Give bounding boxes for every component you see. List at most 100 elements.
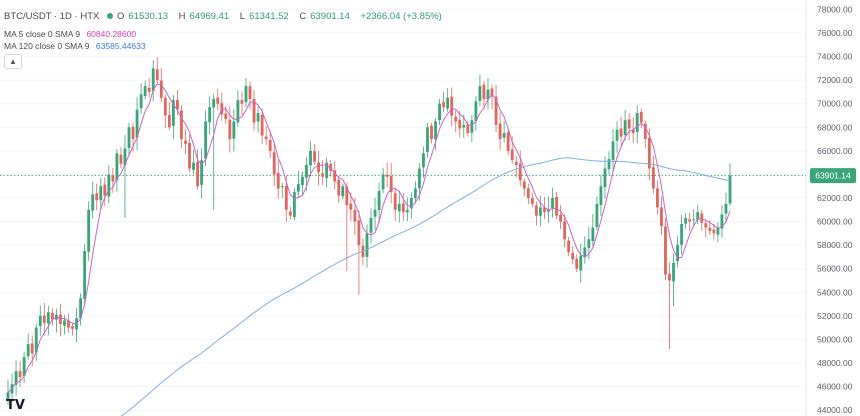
candle-body [720,214,724,229]
candle-body [547,209,550,212]
candle-body [454,116,458,122]
candle-body [232,121,236,139]
candle-body [6,392,10,399]
candle-body [458,119,462,129]
candle-body [660,207,663,227]
candle-body [357,220,361,246]
candle-body [369,218,373,233]
candle-body [236,100,240,123]
ma120-line [120,157,731,416]
candle-body [595,203,599,227]
candle-body [159,80,163,98]
price-tick-label: 68000.00 [817,122,853,132]
price-tick-label: 78000.00 [817,4,853,14]
candle-body [167,115,171,128]
candle-body [655,188,659,208]
candle-body [627,119,631,129]
tradingview-logo[interactable]: TV [6,398,25,413]
candle-body [526,188,530,198]
candle-body [103,184,107,196]
candle-body [155,69,159,81]
candle-body [639,111,643,123]
candle-body [204,121,208,159]
symbol-label[interactable]: BTC/USDT · 1D · HTX [4,11,100,22]
candle-body [696,212,700,220]
ma120-value: 63585.44633 [95,41,146,51]
candle-body [442,102,446,108]
collapse-legend-button[interactable]: ▲ [4,54,22,69]
candle-body [341,186,345,197]
candle-body [704,223,708,228]
candle-body [450,96,454,116]
candle-body [107,174,111,197]
candle-body [430,125,433,140]
candle-body [651,167,655,189]
candle-body [337,179,341,196]
candle-body [63,320,66,326]
candle-body [284,185,288,210]
candle-body [329,163,333,171]
candle-body [672,262,675,282]
candle-body [559,214,563,222]
ma5-legend[interactable]: MA 5 close 0 SMA 9 60840.28600 [4,29,140,39]
candle-body [389,175,393,193]
candle-body [599,186,603,206]
candle-body [50,312,54,320]
candle-body [131,126,135,140]
candle-body [115,153,119,181]
candle-body [171,100,175,126]
candle-body [611,141,615,160]
candle-body [200,160,204,185]
candle-body [692,219,696,221]
price-tick-label: 76000.00 [817,28,853,38]
candle-body [377,190,381,210]
candle-body [518,163,522,181]
candle-body [196,161,199,187]
candle-body [514,161,518,165]
price-tick-label: 58000.00 [817,240,853,250]
candle-body [264,136,268,140]
candle-body [728,175,732,204]
ma120-legend[interactable]: MA 120 close 0 SMA 9 63585.44633 [4,41,150,51]
candle-body [208,107,212,123]
candle-body [623,120,627,136]
candle-body [268,139,272,151]
candle-body [418,168,421,189]
candle-body [224,113,228,120]
ohlc-legend: BTC/USDT · 1D · HTX O 61530.13 H 64969.41 … [4,11,446,22]
candle-body [470,120,474,133]
candle-body [46,312,50,324]
candle-body [668,273,671,281]
candle-body [478,86,482,101]
candle-body [530,198,534,204]
price-tick-label: 52000.00 [817,311,853,321]
candle-body [345,186,349,206]
candle-body [22,357,26,376]
candle-body [309,150,312,166]
candle-body [38,315,42,327]
candle-body [474,101,478,122]
candle-body [567,240,571,253]
candle-body [87,209,91,252]
candle-body [676,245,679,262]
candle-body [486,89,490,100]
candle-body [563,221,567,240]
candle-body [192,162,195,170]
candle-body [401,203,405,213]
candle-body [680,223,684,245]
candle-body [571,252,575,260]
ohlc-open: O 61530.13 [117,11,169,22]
ma5-value: 60840.28600 [86,29,137,39]
candle-body [276,172,280,189]
candle-body [188,143,191,169]
candle-body [494,96,498,125]
candle-body [393,193,397,210]
candle-body [664,226,667,275]
candle-body [143,86,147,97]
candle-body [252,98,256,123]
price-axis[interactable]: 78000.00 76000.00 74000.00 72000.00 70000.00… [817,4,853,415]
candle-body [539,207,542,216]
candle-body [422,153,425,168]
candle-body [95,193,99,201]
